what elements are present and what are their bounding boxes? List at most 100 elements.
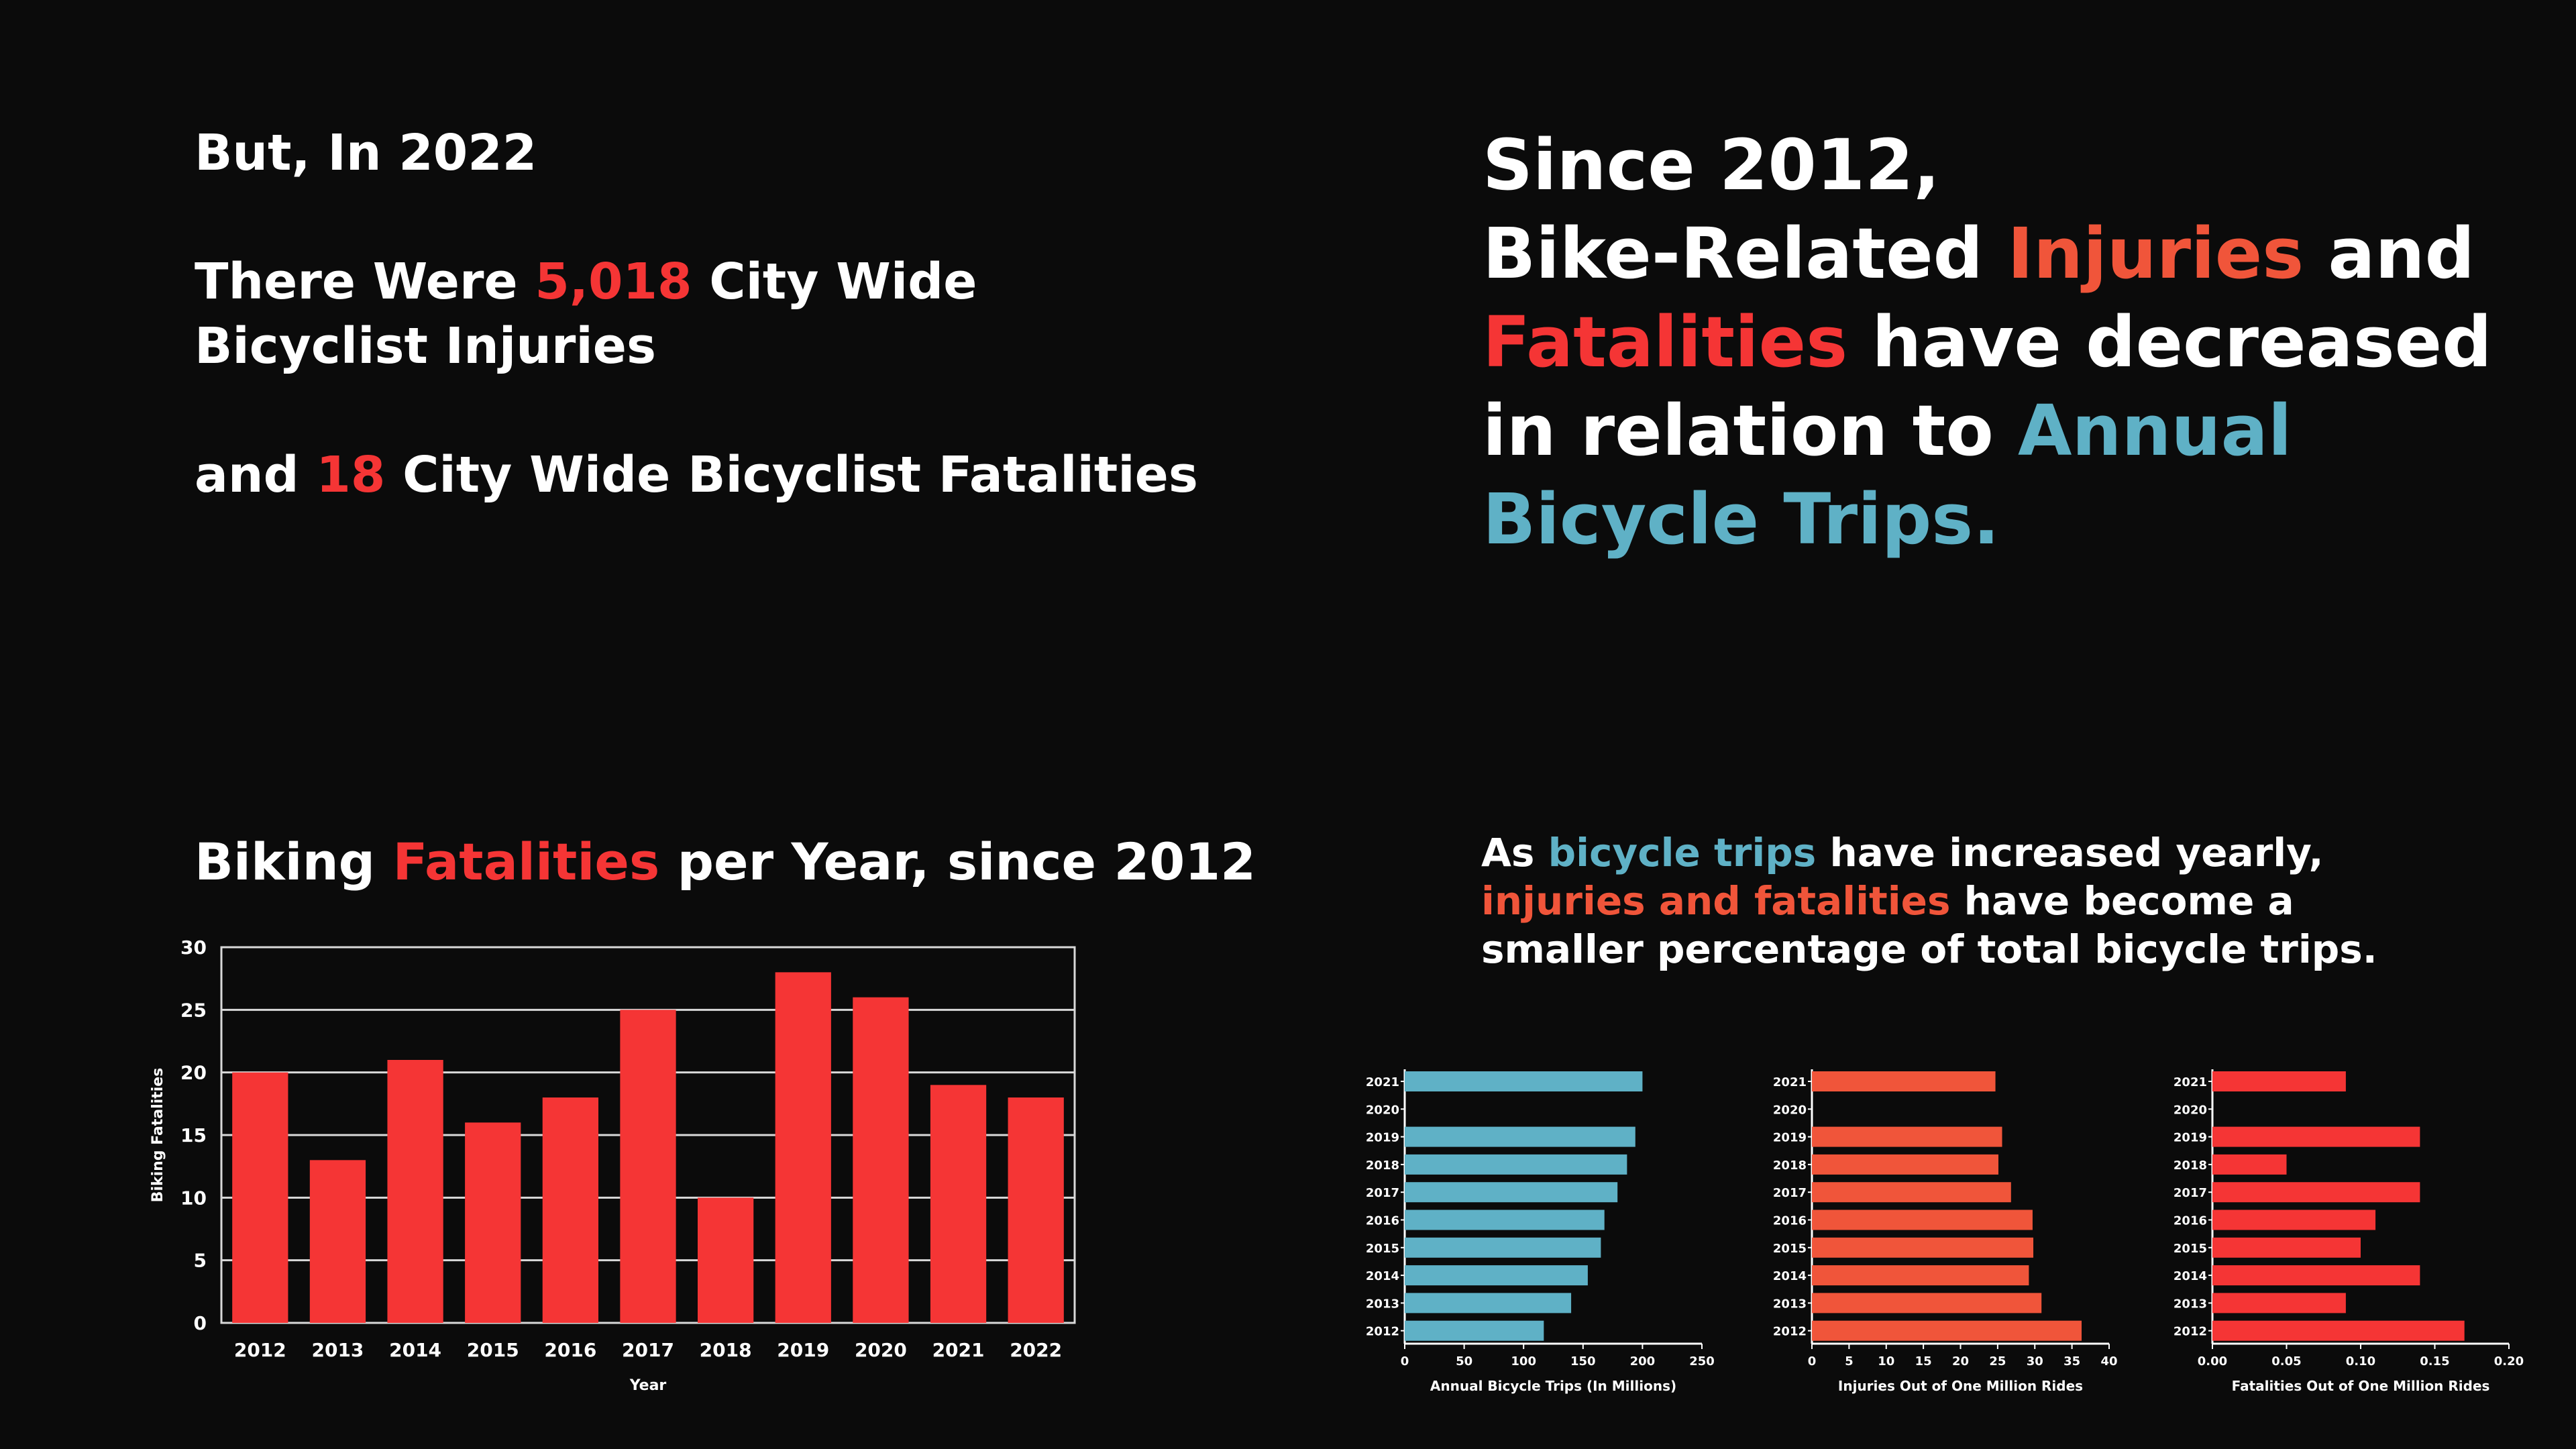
fatalities-chart-bar-2017	[2212, 1182, 2420, 1203]
fatalities-chart-category-label: 2013	[2174, 1297, 2207, 1311]
injuries-chart-x-tick-label: 35	[2063, 1354, 2080, 1368]
y-tick-label: 30	[180, 936, 207, 959]
injuries-chart-bar-2018	[1812, 1154, 1998, 1175]
fatalities-chart-bar-2013	[2212, 1293, 2346, 1313]
x-tick-label: 2017	[622, 1339, 674, 1361]
injuries-chart-bar-2013	[1812, 1293, 2042, 1313]
x-tick-label: 2020	[855, 1339, 907, 1361]
injuries-chart-x-tick-label: 30	[2027, 1354, 2043, 1368]
rates-pre: As	[1481, 830, 1548, 875]
injuries-count: 5,018	[535, 253, 692, 311]
trend-part3: and	[2304, 213, 2475, 294]
injuries-chart-category-label: 2013	[1773, 1297, 1807, 1311]
trips-chart-category-label: 2020	[1366, 1103, 1399, 1117]
injuries-chart-x-tick-label: 40	[2100, 1354, 2117, 1368]
fatalities-chart-x-tick-label: 0.00	[2198, 1354, 2227, 1368]
injuries-chart-category-label: 2020	[1773, 1103, 1807, 1117]
fatalities-chart-x-tick-label: 0.05	[2271, 1354, 2301, 1368]
fatalities-chart-bar-2021	[2212, 1071, 2346, 1091]
trips-chart-x-tick-label: 0	[1401, 1354, 1409, 1368]
fatalities-summary: and 18 City Wide Bicyclist Fatalities	[195, 443, 1201, 507]
fatalities-chart-category-label: 2016	[2174, 1214, 2207, 1228]
fatalities-chart-category-label: 2020	[2174, 1103, 2207, 1117]
fatalities-chart-x-tick-label: 0.20	[2494, 1354, 2524, 1368]
injuries-chart-category-label: 2017	[1773, 1186, 1807, 1200]
injuries-chart-category-label: 2019	[1773, 1131, 1807, 1145]
injuries-chart-category-label: 2021	[1773, 1075, 1807, 1089]
trips-chart-x-axis-label: Annual Bicycle Trips (In Millions)	[1430, 1378, 1676, 1394]
fatalities-chart-category-label: 2019	[2174, 1131, 2207, 1145]
bar-title-pre: Biking	[195, 832, 393, 892]
x-tick-label: 2014	[389, 1339, 441, 1361]
bar-title-post: per Year, since 2012	[659, 832, 1256, 892]
bar-2013	[309, 1160, 366, 1323]
trips-chart-x-tick-label: 50	[1456, 1354, 1472, 1368]
trips-chart-bar-2015	[1405, 1237, 1601, 1258]
trips-chart-bar-2012	[1405, 1320, 1544, 1341]
trips-chart-bar-2013	[1405, 1293, 1572, 1313]
bar-2019	[775, 972, 831, 1323]
injuries-chart-category-label: 2014	[1773, 1269, 1807, 1283]
trend-part4: have decreased in relation to	[1483, 301, 2492, 472]
trips-chart-category-label: 2012	[1366, 1325, 1399, 1339]
fatalities-chart-category-label: 2014	[2174, 1269, 2207, 1283]
injuries-chart-x-tick-label: 10	[1878, 1354, 1894, 1368]
fatalities-chart-bar-2012	[2212, 1320, 2465, 1341]
trips-chart-bar-2021	[1405, 1071, 1643, 1091]
summary-2022-text: But, In 2022 There Were 5,018 City Wide …	[195, 121, 1201, 507]
injuries-chart-bar-2012	[1812, 1320, 2082, 1341]
trips-chart-bar-2019	[1405, 1126, 1635, 1147]
fatalities-count: 18	[316, 446, 386, 504]
rates-explanation: As bicycle trips have increased yearly, …	[1481, 828, 2447, 973]
trips-chart-bar-2017	[1405, 1182, 1618, 1203]
injuries-pre: There Were	[195, 253, 535, 311]
x-tick-label: 2018	[700, 1339, 752, 1361]
injuries-chart-x-tick-label: 25	[1989, 1354, 2006, 1368]
injuries-summary: There Were 5,018 City Wide Bicyclist Inj…	[195, 250, 1201, 378]
injuries-chart-category-label: 2015	[1773, 1242, 1807, 1256]
bar-2020	[853, 997, 909, 1323]
trend-fatalities: Fatalities	[1483, 301, 1848, 383]
fatalities-chart-category-label: 2018	[2174, 1159, 2207, 1173]
injuries-chart-category-label: 2018	[1773, 1159, 1807, 1173]
trips-chart-x-tick-label: 150	[1570, 1354, 1596, 1368]
rates-post: have become a smaller percentage of tota…	[1481, 878, 2377, 972]
bar-2017	[620, 1010, 676, 1323]
y-tick-label: 0	[194, 1312, 207, 1334]
injuries-chart-x-tick-label: 15	[1915, 1354, 1932, 1368]
trips-chart-x-tick-label: 250	[1689, 1354, 1715, 1368]
injuries-chart-bar-2021	[1812, 1071, 1996, 1091]
injuries-chart-bar-2019	[1812, 1126, 2002, 1147]
trend-trips: Annual Bicycle Trips.	[1483, 390, 2292, 560]
fatalities-chart-bar-2015	[2212, 1237, 2361, 1258]
fatalities-post: City Wide Bicyclist Fatalities	[385, 446, 1198, 504]
x-tick-label: 2013	[311, 1339, 364, 1361]
bar-2016	[542, 1097, 598, 1323]
bar-title-highlight: Fatalities	[392, 832, 660, 892]
injuries-chart-bar-2016	[1812, 1210, 2033, 1230]
fatalities-chart-bar-2018	[2212, 1154, 2287, 1175]
bar-2021	[930, 1085, 987, 1323]
injuries-chart-category-label: 2012	[1773, 1325, 1807, 1339]
trips-chart-category-label: 2021	[1366, 1075, 1399, 1089]
trend-part1: Since 2012,	[1483, 124, 1940, 206]
injuries-chart-x-axis-label: Injuries Out of One Million Rides	[1838, 1378, 2083, 1394]
bar-2022	[1008, 1097, 1064, 1323]
y-tick-label: 20	[180, 1062, 207, 1084]
injuries-post: City Wide Bicyclist Injuries	[195, 253, 977, 375]
x-tick-label: 2016	[544, 1339, 596, 1361]
fatalities-chart-category-label: 2021	[2174, 1075, 2207, 1089]
rates-trips: bicycle trips	[1548, 830, 1817, 875]
trips-chart-category-label: 2016	[1366, 1214, 1399, 1228]
bar-2015	[465, 1122, 521, 1323]
fatalities-chart-category-label: 2012	[2174, 1325, 2207, 1339]
trips-chart-bar-2016	[1405, 1210, 1605, 1230]
trips-chart-category-label: 2014	[1366, 1269, 1399, 1283]
trend-part2: Bike-Related	[1483, 213, 2008, 294]
trend-heading: Since 2012, Bike-Related Injuries and Fat…	[1483, 121, 2529, 564]
injuries-chart-x-tick-label: 5	[1845, 1354, 1854, 1368]
x-tick-label: 2015	[467, 1339, 519, 1361]
trips-chart-bar-2014	[1405, 1265, 1588, 1286]
bar-2012	[232, 1072, 288, 1323]
